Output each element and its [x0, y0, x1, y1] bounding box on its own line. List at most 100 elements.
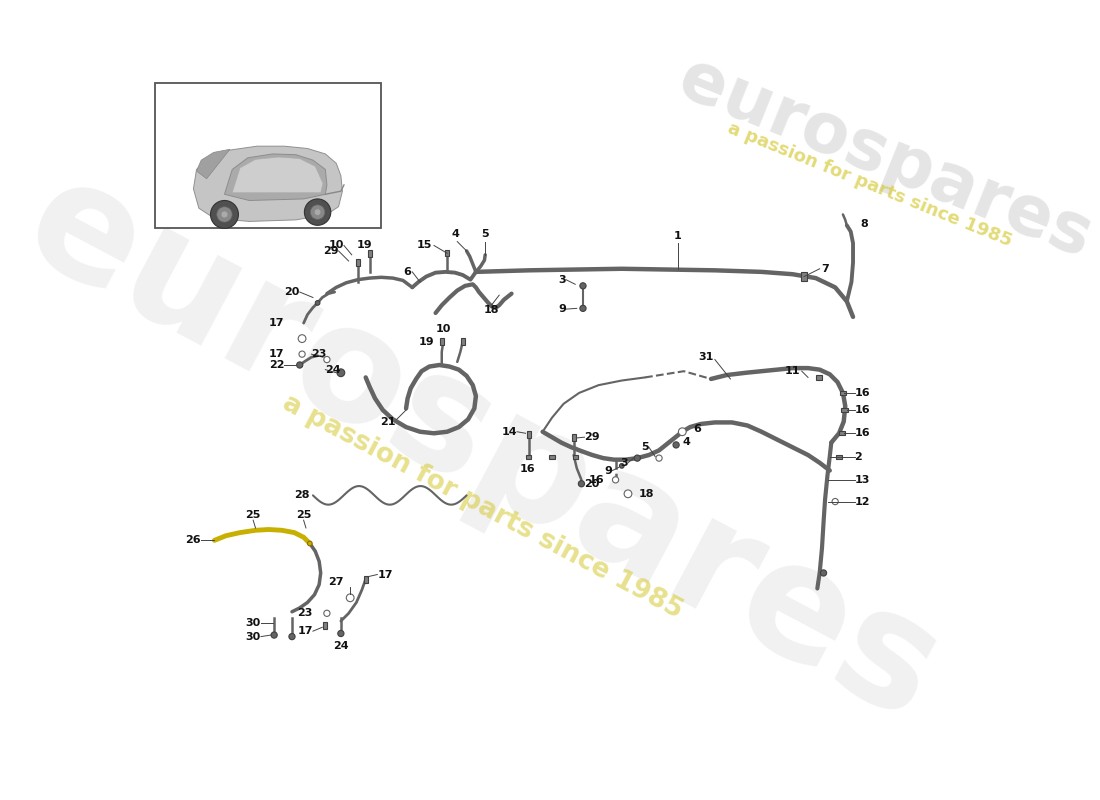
Circle shape	[337, 369, 344, 377]
Bar	[323, 622, 328, 630]
Bar	[839, 431, 845, 435]
Text: 17: 17	[377, 570, 393, 579]
Circle shape	[624, 490, 631, 498]
Bar	[367, 250, 372, 257]
Text: 4: 4	[452, 230, 460, 239]
Text: eurospares: eurospares	[0, 143, 965, 754]
Text: 17: 17	[268, 349, 284, 359]
Text: 10: 10	[436, 324, 451, 334]
Text: 24: 24	[333, 642, 349, 651]
Text: 16: 16	[590, 475, 605, 485]
Text: 21: 21	[379, 417, 395, 426]
Bar	[572, 434, 575, 441]
Circle shape	[217, 206, 232, 222]
Bar	[155, 82, 382, 229]
Circle shape	[619, 463, 624, 468]
Text: 18: 18	[639, 489, 654, 499]
Circle shape	[656, 455, 662, 462]
Circle shape	[221, 211, 228, 218]
Circle shape	[613, 477, 618, 483]
Circle shape	[679, 428, 686, 436]
Circle shape	[346, 594, 354, 602]
Bar	[549, 454, 554, 458]
Text: 7: 7	[822, 264, 829, 274]
Polygon shape	[224, 154, 327, 201]
Text: a passion for parts since 1985: a passion for parts since 1985	[725, 119, 1015, 250]
Text: 25: 25	[245, 510, 261, 520]
Circle shape	[210, 201, 239, 229]
Text: 8: 8	[861, 218, 869, 229]
Text: 16: 16	[519, 464, 535, 474]
Text: 25: 25	[296, 510, 311, 520]
Text: 5: 5	[482, 230, 490, 239]
Bar	[446, 250, 449, 256]
Circle shape	[316, 301, 320, 306]
Text: 1: 1	[674, 231, 682, 241]
Text: 10: 10	[329, 241, 344, 250]
Text: eurospares: eurospares	[669, 45, 1100, 271]
Polygon shape	[197, 150, 230, 178]
Circle shape	[298, 334, 306, 342]
Bar	[816, 375, 822, 380]
Text: 23: 23	[298, 608, 312, 618]
Circle shape	[299, 351, 305, 358]
Text: 4: 4	[682, 437, 690, 447]
Circle shape	[271, 632, 277, 638]
Circle shape	[297, 362, 302, 368]
Text: 3: 3	[559, 274, 565, 285]
Text: 22: 22	[268, 360, 284, 370]
Circle shape	[635, 455, 640, 462]
Text: 17: 17	[268, 318, 284, 328]
Bar	[802, 272, 807, 281]
Bar	[356, 259, 360, 266]
Text: 19: 19	[356, 241, 372, 250]
Text: 18: 18	[484, 306, 499, 315]
Polygon shape	[194, 146, 342, 222]
Text: 23: 23	[311, 349, 327, 359]
Circle shape	[308, 541, 312, 546]
Text: 3: 3	[620, 458, 628, 468]
Text: 9: 9	[558, 304, 565, 314]
Text: 14: 14	[502, 426, 517, 437]
Text: 31: 31	[698, 352, 713, 362]
Text: 20: 20	[584, 478, 600, 489]
Polygon shape	[232, 157, 323, 193]
Text: 6: 6	[403, 267, 410, 277]
Circle shape	[821, 570, 826, 576]
Circle shape	[289, 634, 295, 640]
Bar	[440, 338, 443, 346]
Text: 29: 29	[584, 432, 601, 442]
Text: 9: 9	[605, 466, 613, 475]
Text: 16: 16	[855, 428, 870, 438]
Circle shape	[832, 498, 838, 505]
Text: 28: 28	[295, 490, 310, 500]
Text: 19: 19	[418, 337, 434, 346]
Text: 29: 29	[323, 246, 339, 256]
Bar	[461, 338, 464, 346]
Bar	[526, 454, 531, 458]
Circle shape	[580, 282, 586, 289]
Text: a passion for parts since 1985: a passion for parts since 1985	[277, 390, 686, 624]
Circle shape	[323, 610, 330, 617]
Circle shape	[305, 199, 331, 226]
Circle shape	[580, 306, 586, 311]
Bar	[842, 408, 848, 412]
Bar	[836, 454, 843, 458]
Bar	[572, 454, 578, 458]
Bar	[839, 391, 846, 395]
Text: 16: 16	[855, 405, 870, 415]
Circle shape	[673, 442, 679, 448]
Text: 26: 26	[186, 535, 201, 546]
Text: 6: 6	[693, 425, 701, 434]
Circle shape	[338, 630, 344, 637]
Text: 11: 11	[784, 366, 801, 376]
Circle shape	[323, 357, 330, 362]
Text: 20: 20	[285, 287, 299, 297]
Text: 2: 2	[855, 451, 862, 462]
Bar	[364, 576, 367, 582]
Text: 30: 30	[245, 618, 261, 628]
Bar	[527, 431, 530, 438]
Text: 24: 24	[326, 365, 341, 374]
Text: 5: 5	[641, 442, 649, 452]
Text: 27: 27	[329, 577, 344, 587]
